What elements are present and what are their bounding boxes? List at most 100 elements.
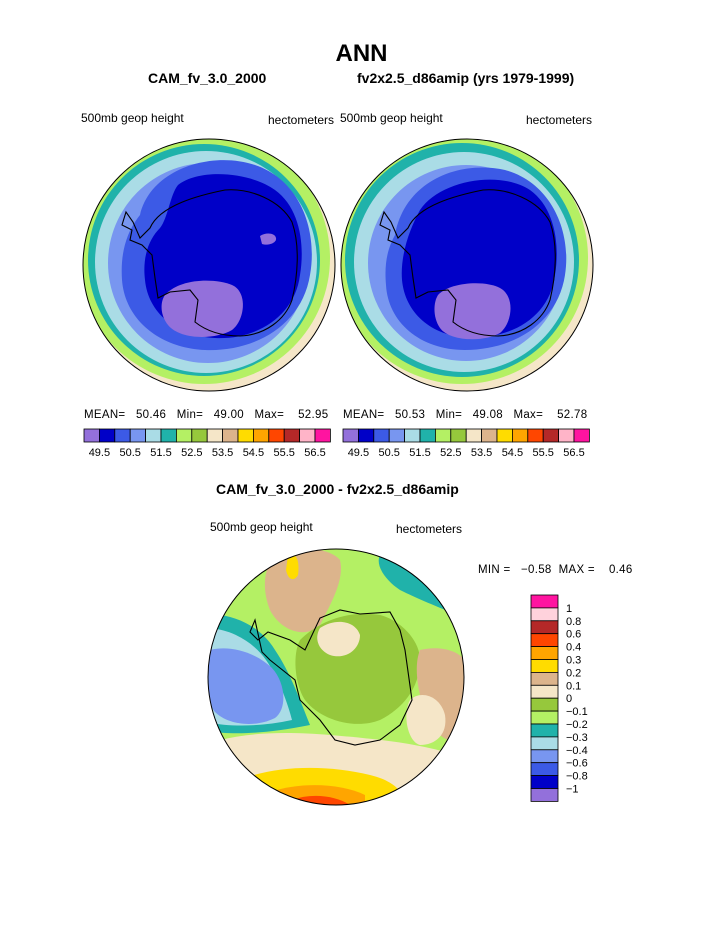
panel2-max-value: 52.78 <box>557 409 588 421</box>
panel2-colorbar-swatch-11 <box>512 428 529 443</box>
diff-title: CAM_fv_3.0_2000 - fv2x2.5_d86amip <box>216 481 459 497</box>
panel2-variable-label: 500mb geop height <box>340 111 443 125</box>
diff-colorbar-tick-label-12: −0.6 <box>566 758 588 770</box>
diff-colorbar-swatch-0 <box>530 594 559 609</box>
panel2-stats: MEAN= 50.53 Min= 49.08 Max= 52.78 <box>343 409 587 421</box>
panel2-colorbar-swatch-10 <box>496 428 513 443</box>
panel2-colorbar-swatch-9 <box>481 428 498 443</box>
panel2-colorbar-swatch-12 <box>527 428 544 443</box>
diff-colorbar-tick-label-14: −1 <box>566 784 579 796</box>
panel1-colorbar-tick-label-5: 54.5 <box>243 447 264 459</box>
panel1-variable-label: 500mb geop height <box>81 111 184 125</box>
panel1-colorbar-swatch-4 <box>145 428 162 443</box>
panel1-colorbar-swatch-5 <box>160 428 177 443</box>
panel2-colorbar-tick-label-1: 50.5 <box>378 447 399 459</box>
panel1-colorbar-swatch-11 <box>252 428 270 443</box>
panel1-units-label: hectometers <box>268 113 335 127</box>
panel2-colorbar-swatch-5 <box>419 428 436 443</box>
diff-variable-label: 500mb geop height <box>210 520 313 534</box>
diff-colorbar-swatch-9 <box>530 710 559 725</box>
diff-colorbar-swatch-3 <box>530 633 559 648</box>
panel2-colorbar-tick-label-6: 55.5 <box>532 447 553 459</box>
panel1-coastline <box>121 189 298 337</box>
panel1-map <box>82 138 336 392</box>
diff-map <box>207 548 465 806</box>
panel2-max-label: Max= <box>513 409 544 421</box>
panel2-min-label: Min= <box>435 409 463 421</box>
panel1-title: CAM_fv_3.0_2000 <box>148 70 267 86</box>
panel2-colorbar-swatch-0 <box>342 428 359 443</box>
panel2-units-label: hectometers <box>526 113 593 127</box>
panel1-colorbar-swatch-13 <box>283 428 301 443</box>
diff-colorbar-tick-label-3: 0.4 <box>566 642 581 654</box>
panel1-colorbar-swatch-10 <box>237 428 254 443</box>
panel2-colorbar-swatch-6 <box>434 428 452 443</box>
panel1-colorbar-swatch-6 <box>175 428 193 443</box>
panel1-colorbar-swatch-3 <box>129 428 146 443</box>
diff-colorbar-swatch-12 <box>530 749 559 764</box>
panel2-colorbar: 49.5 50.5 51.5 52.5 53.5 54.5 55.5 56.5 <box>342 428 590 459</box>
panel1-colorbar-tick-label-2: 51.5 <box>150 447 171 459</box>
panel1-colorbar-tick-label-6: 55.5 <box>273 447 294 459</box>
panel1-colorbar-swatch-12 <box>268 428 285 443</box>
panel1-colorbar-swatch-14 <box>299 428 316 443</box>
diff-colorbar-swatch-2 <box>530 620 559 635</box>
main-title: ANN <box>335 40 388 67</box>
diff-colorbar-swatch-6 <box>530 672 559 686</box>
panel1-colorbar-swatch-0 <box>83 428 100 443</box>
panel1-low-min <box>161 280 243 337</box>
diff-colorbar-tick-label-13: −0.8 <box>566 771 588 783</box>
panel2-colorbar-swatch-8 <box>465 428 483 443</box>
diff-max-label: MAX = <box>558 564 595 576</box>
diff-colorbar-tick-label-0: 1 <box>566 603 572 615</box>
panel1-colorbar-swatch-9 <box>222 428 239 443</box>
panel1-map-border <box>82 138 336 392</box>
panel2-colorbar-tick-label-3: 52.5 <box>440 447 461 459</box>
panel1-mean-label: MEAN= <box>84 409 126 421</box>
diff-colorbar-swatch-11 <box>530 736 559 751</box>
diff-pos-0-4-south <box>292 795 350 805</box>
diff-pos-0-1-north <box>264 549 341 633</box>
diff-colorbar-tick-label-4: 0.3 <box>566 655 581 667</box>
panel2-colorbar-swatch-13 <box>542 428 560 443</box>
diff-colorbar-tick-label-10: −0.3 <box>566 732 588 744</box>
diff-near-zero-east <box>406 695 446 745</box>
panel2-map <box>340 138 594 392</box>
diff-neg-0-5-west <box>208 648 284 724</box>
panel2-mean-label: MEAN= <box>343 409 385 421</box>
diff-min-label: MIN = <box>478 564 511 576</box>
diff-colorbar-swatch-13 <box>530 762 559 777</box>
diff-colorbar-swatch-5 <box>530 659 559 673</box>
diff-colorbar: 10.80.60.40.30.20.10−0.1−0.2−0.3−0.4−0.6… <box>530 594 588 802</box>
diff-colorbar-swatch-1 <box>530 607 559 622</box>
diff-colorbar-tick-label-6: 0.1 <box>566 680 581 692</box>
panel1-colorbar-tick-label-1: 50.5 <box>119 447 140 459</box>
diff-colorbar-swatch-8 <box>530 697 559 712</box>
diff-coastline <box>249 609 413 746</box>
diff-stats: MIN = −0.58 MAX = 0.46 <box>478 564 633 576</box>
panel1-max-label: Max= <box>254 409 285 421</box>
panel2-coastline <box>379 189 556 337</box>
diff-colorbar-tick-label-9: −0.2 <box>566 719 588 731</box>
diff-colorbar-swatch-14 <box>530 775 559 789</box>
diff-near-zero-central <box>317 621 360 657</box>
diff-units-label: hectometers <box>396 522 463 536</box>
panel1-colorbar-tick-label-3: 52.5 <box>181 447 202 459</box>
diff-min-value: −0.58 <box>521 564 552 576</box>
panel2-colorbar-swatch-4 <box>404 428 421 443</box>
diff-colorbar-swatch-10 <box>530 723 559 738</box>
panel2-mean-value: 50.53 <box>394 409 426 421</box>
panel2-colorbar-swatch-15 <box>573 428 590 443</box>
panel1-max-value: 52.95 <box>298 409 329 421</box>
panel2-colorbar-tick-label-7: 56.5 <box>563 447 584 459</box>
panel1-low-dome <box>260 233 277 245</box>
diff-colorbar-tick-label-5: 0.2 <box>566 667 581 679</box>
diff-colorbar-tick-label-2: 0.6 <box>566 629 581 641</box>
panel1-colorbar-swatch-1 <box>99 428 116 443</box>
diff-colorbar-tick-label-7: 0 <box>566 693 572 705</box>
diff-colorbar-tick-label-1: 0.8 <box>566 616 581 628</box>
panel2-low-min <box>434 283 511 340</box>
panel1-colorbar-tick-label-0: 49.5 <box>89 447 110 459</box>
diff-colorbar-tick-label-11: −0.4 <box>566 745 588 757</box>
panel2-colorbar-swatch-14 <box>558 428 575 443</box>
